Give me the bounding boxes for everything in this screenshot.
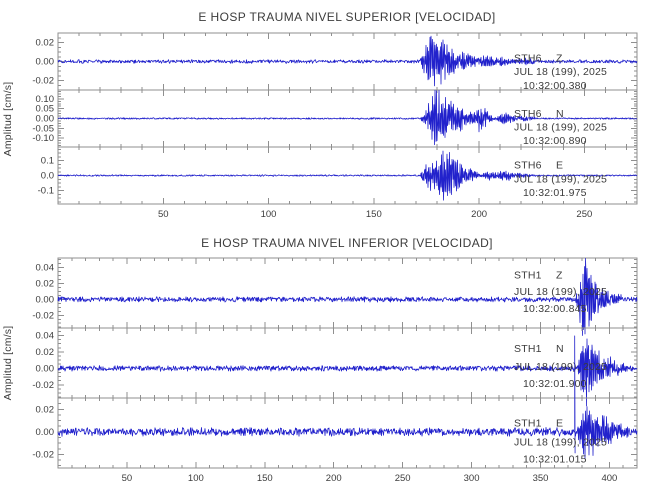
y-tick-label: 0.04 <box>36 330 55 341</box>
station-label: STH1 <box>514 343 542 355</box>
date-label: JUL 18 (199), 2025 <box>514 437 607 449</box>
x-tick-label: 350 <box>533 473 549 484</box>
time-label: 10:32:00.890 <box>523 135 587 147</box>
time-label: 10:32:00.380 <box>523 80 587 92</box>
date-label: JUL 18 (199), 2025 <box>514 66 607 78</box>
component-label: N <box>556 108 564 120</box>
y-tick-label: 0.05 <box>36 104 55 115</box>
x-tick-label: 150 <box>257 473 273 484</box>
panel-superior-title: E HOSP TRAUMA NIVEL SUPERIOR [VELOCIDAD] <box>198 10 495 24</box>
y-tick-label: 0.0 <box>41 171 54 182</box>
x-tick-label: 200 <box>471 209 487 220</box>
x-tick-label: 250 <box>576 209 592 220</box>
date-label: JUL 18 (199), 2025 <box>514 361 607 373</box>
x-tick-label: 250 <box>395 473 411 484</box>
y-tick-label: 0.00 <box>36 427 55 438</box>
date-label: JUL 18 (199), 2025 <box>514 121 607 133</box>
y-tick-label: -0.02 <box>32 449 54 460</box>
station-label: STH6 <box>514 108 542 120</box>
x-tick-label: 100 <box>188 473 204 484</box>
y-tick-label: -0.10 <box>32 133 54 144</box>
y-tick-label: -0.02 <box>32 310 54 321</box>
y-tick-label: 0.02 <box>36 347 55 358</box>
y-tick-label: 0.02 <box>36 404 55 415</box>
y-axis-label-inferior: Amplitud [cm/s] <box>2 326 14 401</box>
y-tick-label: 0.02 <box>36 278 55 289</box>
component-label: Z <box>556 269 563 281</box>
waveform-trace <box>57 35 638 87</box>
station-label: STH6 <box>514 53 542 65</box>
time-label: 10:32:01.975 <box>523 187 587 199</box>
x-tick-label: 50 <box>122 473 133 484</box>
time-label: 10:32:00.845 <box>523 303 587 315</box>
waveform-trace <box>57 258 638 336</box>
station-label: STH1 <box>514 269 542 281</box>
y-tick-label: -0.02 <box>32 76 54 87</box>
component-label: Z <box>556 53 563 65</box>
y-tick-label: -0.05 <box>32 123 54 134</box>
x-tick-label: 100 <box>261 209 277 220</box>
x-tick-label: 200 <box>326 473 342 484</box>
component-label: N <box>556 343 564 355</box>
time-label: 10:32:01.900 <box>523 378 587 390</box>
station-label: STH6 <box>514 160 542 172</box>
date-label: JUL 18 (199), 2025 <box>514 286 607 298</box>
panel-inferior-title: E HOSP TRAUMA NIVEL INFERIOR [VELOCIDAD] <box>201 236 493 250</box>
x-tick-label: 150 <box>366 209 382 220</box>
station-label: STH1 <box>514 418 542 430</box>
y-tick-label: -0.02 <box>32 380 54 391</box>
y-axis-label-superior: Amplitud [cm/s] <box>2 82 14 157</box>
y-tick-label: 0.00 <box>36 57 55 68</box>
y-tick-label: 0.04 <box>36 263 55 274</box>
y-tick-label: 0.02 <box>36 38 55 49</box>
y-tick-label: 0.00 <box>36 114 55 125</box>
x-tick-label: 300 <box>464 473 480 484</box>
waveform-trace <box>57 150 638 201</box>
time-label: 10:32:01.015 <box>523 453 587 465</box>
date-label: JUL 18 (199), 2025 <box>514 173 607 185</box>
waveform-trace <box>57 338 638 407</box>
y-tick-label: 0.00 <box>36 363 55 374</box>
y-tick-label: 0.10 <box>36 94 55 105</box>
y-tick-label: 0.1 <box>41 156 54 167</box>
y-tick-label: -0.1 <box>38 186 54 197</box>
waveform-trace <box>57 335 638 459</box>
waveform-trace <box>57 89 638 146</box>
x-tick-label: 50 <box>158 209 169 220</box>
component-label: E <box>556 160 563 172</box>
x-tick-label: 400 <box>601 473 617 484</box>
y-tick-label: 0.00 <box>36 294 55 305</box>
component-label: E <box>556 418 563 430</box>
